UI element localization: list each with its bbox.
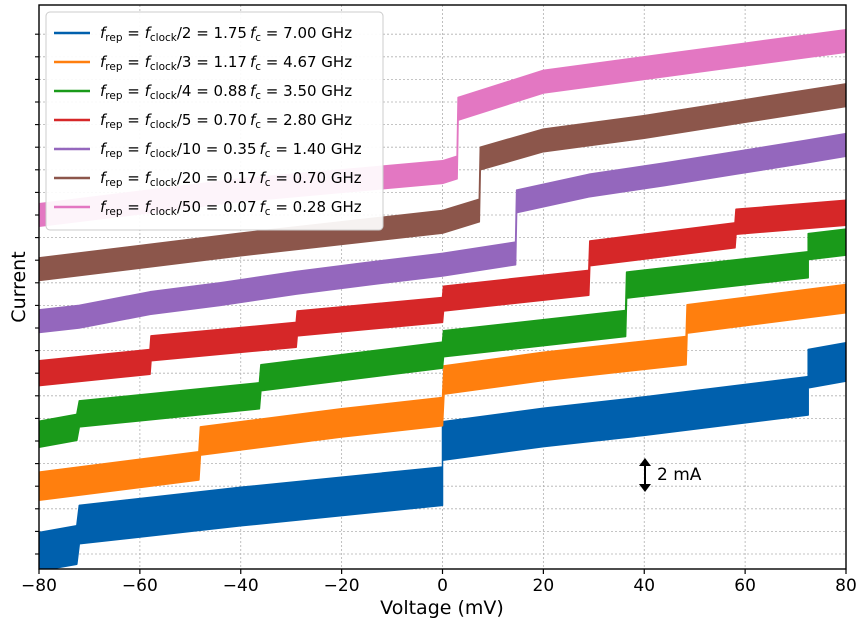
legend-label: frep = fclock/2 = 1.75 fc = 7.00 GHz (100, 24, 352, 44)
current-scale-annotation: 2 mA (639, 458, 702, 492)
series-band-6 (39, 83, 846, 282)
series-band-7 (39, 28, 846, 228)
x-tick-label: −80 (21, 576, 57, 596)
legend-entry: frep = fclock/3 = 1.17 fc = 4.67 GHz (54, 53, 352, 73)
legend-entry: frep = fclock/2 = 1.75 fc = 7.00 GHz (54, 24, 352, 44)
legend-entry: frep = fclock/10 = 0.35 fc = 1.40 GHz (54, 140, 362, 160)
scale-arrow-down-icon (639, 484, 651, 492)
legend: frep = fclock/2 = 1.75 fc = 7.00 GHz frep… (45, 11, 384, 231)
legend-entry: frep = fclock/50 = 0.07 fc = 0.28 GHz (54, 198, 362, 218)
legend-label: frep = fclock/10 = 0.35 fc = 1.40 GHz (100, 140, 362, 160)
series-band-4 (39, 199, 846, 387)
x-tick-label: 0 (437, 576, 448, 596)
series-band-5 (39, 132, 846, 334)
x-axis-label: Voltage (mV) (380, 597, 504, 619)
series-layer (39, 28, 846, 569)
x-tick-label: −60 (122, 576, 158, 596)
series-band-2 (39, 283, 846, 502)
legend-label: frep = fclock/3 = 1.17 fc = 4.67 GHz (100, 53, 352, 73)
x-tick-label: −40 (223, 576, 259, 596)
x-tick-label: 20 (533, 576, 555, 596)
legend-entry: frep = fclock/20 = 0.17 fc = 0.70 GHz (54, 169, 362, 189)
legend-entry: frep = fclock/5 = 0.70 fc = 2.80 GHz (54, 111, 352, 131)
x-tick-label: 60 (734, 576, 756, 596)
legend-label: frep = fclock/5 = 0.70 fc = 2.80 GHz (100, 111, 352, 131)
y-axis-label: Current (8, 251, 30, 322)
x-tick-label: −20 (324, 576, 360, 596)
y-axis-ticks (35, 33, 39, 555)
x-tick-label: 80 (835, 576, 857, 596)
series-band-1 (39, 341, 846, 569)
legend-box (45, 11, 384, 231)
scale-label: 2 mA (657, 465, 702, 485)
x-tick-label: 40 (633, 576, 655, 596)
legend-entry: frep = fclock/4 = 0.88 fc = 3.50 GHz (54, 82, 352, 102)
legend-label: frep = fclock/20 = 0.17 fc = 0.70 GHz (100, 169, 362, 189)
legend-label: frep = fclock/4 = 0.88 fc = 3.50 GHz (100, 82, 352, 102)
x-axis-ticks: −80 −60 −40 −20 0 20 40 60 80 (21, 569, 857, 596)
series-band-3 (39, 228, 846, 448)
scale-arrow-up-icon (639, 458, 651, 466)
legend-label: frep = fclock/50 = 0.07 fc = 0.28 GHz (100, 198, 362, 218)
